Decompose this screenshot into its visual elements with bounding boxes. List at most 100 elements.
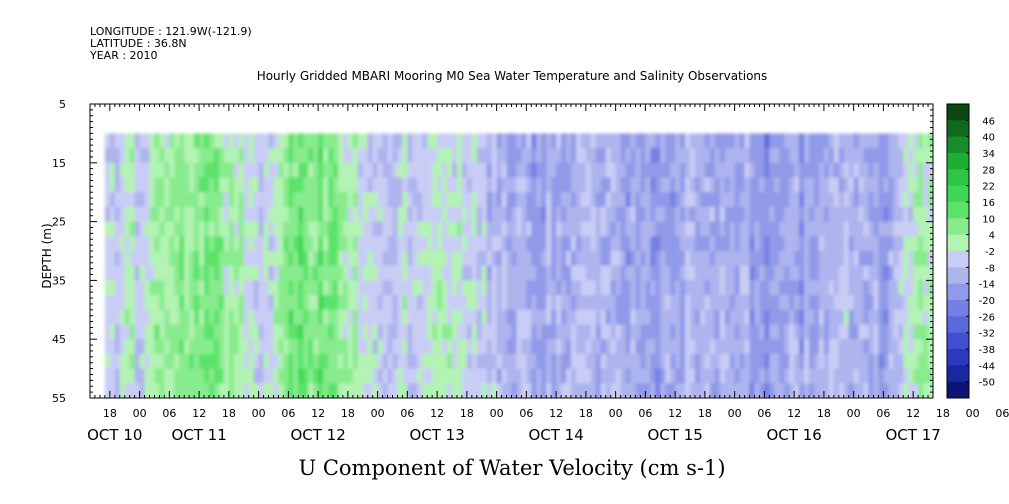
heatmap-cell — [863, 309, 870, 326]
heatmap-cell — [362, 295, 369, 311]
heatmap-cell — [437, 339, 443, 355]
heatmap-cell — [704, 206, 711, 223]
heatmap-cell — [397, 280, 404, 296]
heatmap-cell — [893, 280, 899, 296]
heatmap-cell — [843, 368, 850, 384]
heatmap-cell — [223, 295, 230, 311]
heatmap-cell — [223, 221, 230, 237]
heatmap-cell — [407, 251, 413, 267]
heatmap-cell — [709, 383, 716, 398]
heatmap-cell — [526, 368, 532, 384]
colorbar-label: -20 — [979, 296, 995, 307]
heatmap-cell — [114, 177, 121, 193]
heatmap-cell — [516, 148, 523, 164]
heatmap-cell — [323, 339, 329, 355]
heatmap-cell — [481, 148, 488, 164]
heatmap-cell — [923, 295, 929, 311]
heatmap-cell — [228, 295, 235, 311]
heatmap-cell — [868, 236, 875, 252]
heatmap-cell — [149, 251, 156, 267]
heatmap-cell — [119, 221, 126, 237]
heatmap-cell — [888, 324, 894, 340]
heatmap-cell — [412, 339, 418, 355]
heatmap-cell — [442, 206, 448, 223]
heatmap-cell — [833, 221, 840, 237]
heatmap-cell — [675, 265, 681, 281]
heatmap-cell — [377, 133, 384, 149]
heatmap-cell — [863, 251, 870, 267]
heatmap-cell — [144, 368, 151, 384]
heatmap-cell — [551, 383, 557, 398]
heatmap-cell — [303, 236, 309, 252]
heatmap-cell — [675, 339, 681, 355]
heatmap-cell — [536, 236, 542, 252]
heatmap-cell — [352, 148, 359, 164]
heatmap-cell — [888, 236, 894, 252]
heatmap-cell — [918, 177, 924, 193]
heatmap-cell — [685, 265, 691, 281]
heatmap-cell — [466, 133, 473, 149]
heatmap-cell — [169, 309, 175, 326]
heatmap-cell — [407, 383, 413, 398]
heatmap-cell — [432, 251, 438, 267]
heatmap-cell — [437, 192, 443, 208]
heatmap-cell — [809, 353, 815, 370]
heatmap-cell — [903, 383, 909, 398]
heatmap-cell — [149, 280, 156, 296]
heatmap-cell — [204, 309, 210, 326]
heatmap-cell — [486, 383, 493, 398]
heatmap-cell — [680, 251, 686, 267]
heatmap-cell — [437, 368, 443, 384]
heatmap-cell — [838, 309, 845, 326]
heatmap-cell — [794, 309, 800, 326]
heatmap-cell — [694, 148, 701, 164]
heatmap-cell — [818, 192, 825, 208]
heatmap-cell — [491, 206, 498, 223]
heatmap-cell — [114, 324, 121, 340]
colorbar-swatch — [947, 153, 969, 170]
heatmap-cell — [342, 280, 349, 296]
heatmap-cell — [109, 353, 116, 370]
heatmap-cell — [551, 353, 557, 370]
heatmap-cell — [451, 280, 458, 296]
heatmap-cell — [690, 295, 696, 311]
heatmap-cell — [571, 280, 577, 296]
heatmap-cell — [313, 221, 319, 237]
heatmap-cell — [744, 265, 751, 281]
heatmap-cell — [685, 251, 691, 267]
heatmap-cell — [556, 295, 562, 311]
heatmap-cell — [184, 162, 190, 179]
heatmap-cell — [536, 383, 542, 398]
heatmap-cell — [119, 148, 126, 164]
heatmap-cell — [784, 368, 790, 384]
heatmap-cell — [541, 133, 547, 149]
heatmap-cell — [159, 295, 165, 311]
heatmap-cell — [387, 221, 394, 237]
heatmap-cell — [332, 192, 339, 208]
heatmap-cell — [923, 324, 929, 340]
heatmap-cell — [174, 148, 180, 164]
heatmap-cell — [194, 177, 200, 193]
heatmap-cell — [392, 353, 399, 370]
heatmap-cell — [213, 162, 220, 179]
heatmap-cell — [273, 162, 280, 179]
heatmap-cell — [486, 206, 493, 223]
heatmap-cell — [204, 177, 210, 193]
heatmap-cell — [595, 236, 602, 252]
heatmap-cell — [675, 236, 681, 252]
heatmap-cell — [471, 339, 478, 355]
heatmap-cell — [486, 324, 493, 340]
heatmap-cell — [481, 162, 488, 179]
heatmap-cell — [893, 221, 899, 237]
heatmap-cell — [476, 177, 483, 193]
heatmap-cell — [918, 265, 924, 281]
heatmap-cell — [313, 206, 319, 223]
heatmap-cell — [119, 324, 126, 340]
heatmap-cell — [432, 265, 438, 281]
heatmap-cell — [308, 192, 314, 208]
heatmap-cell — [883, 251, 889, 267]
heatmap-cell — [377, 265, 384, 281]
heatmap-cell — [511, 324, 518, 340]
heatmap-cell — [511, 192, 518, 208]
heatmap-cell — [809, 309, 815, 326]
